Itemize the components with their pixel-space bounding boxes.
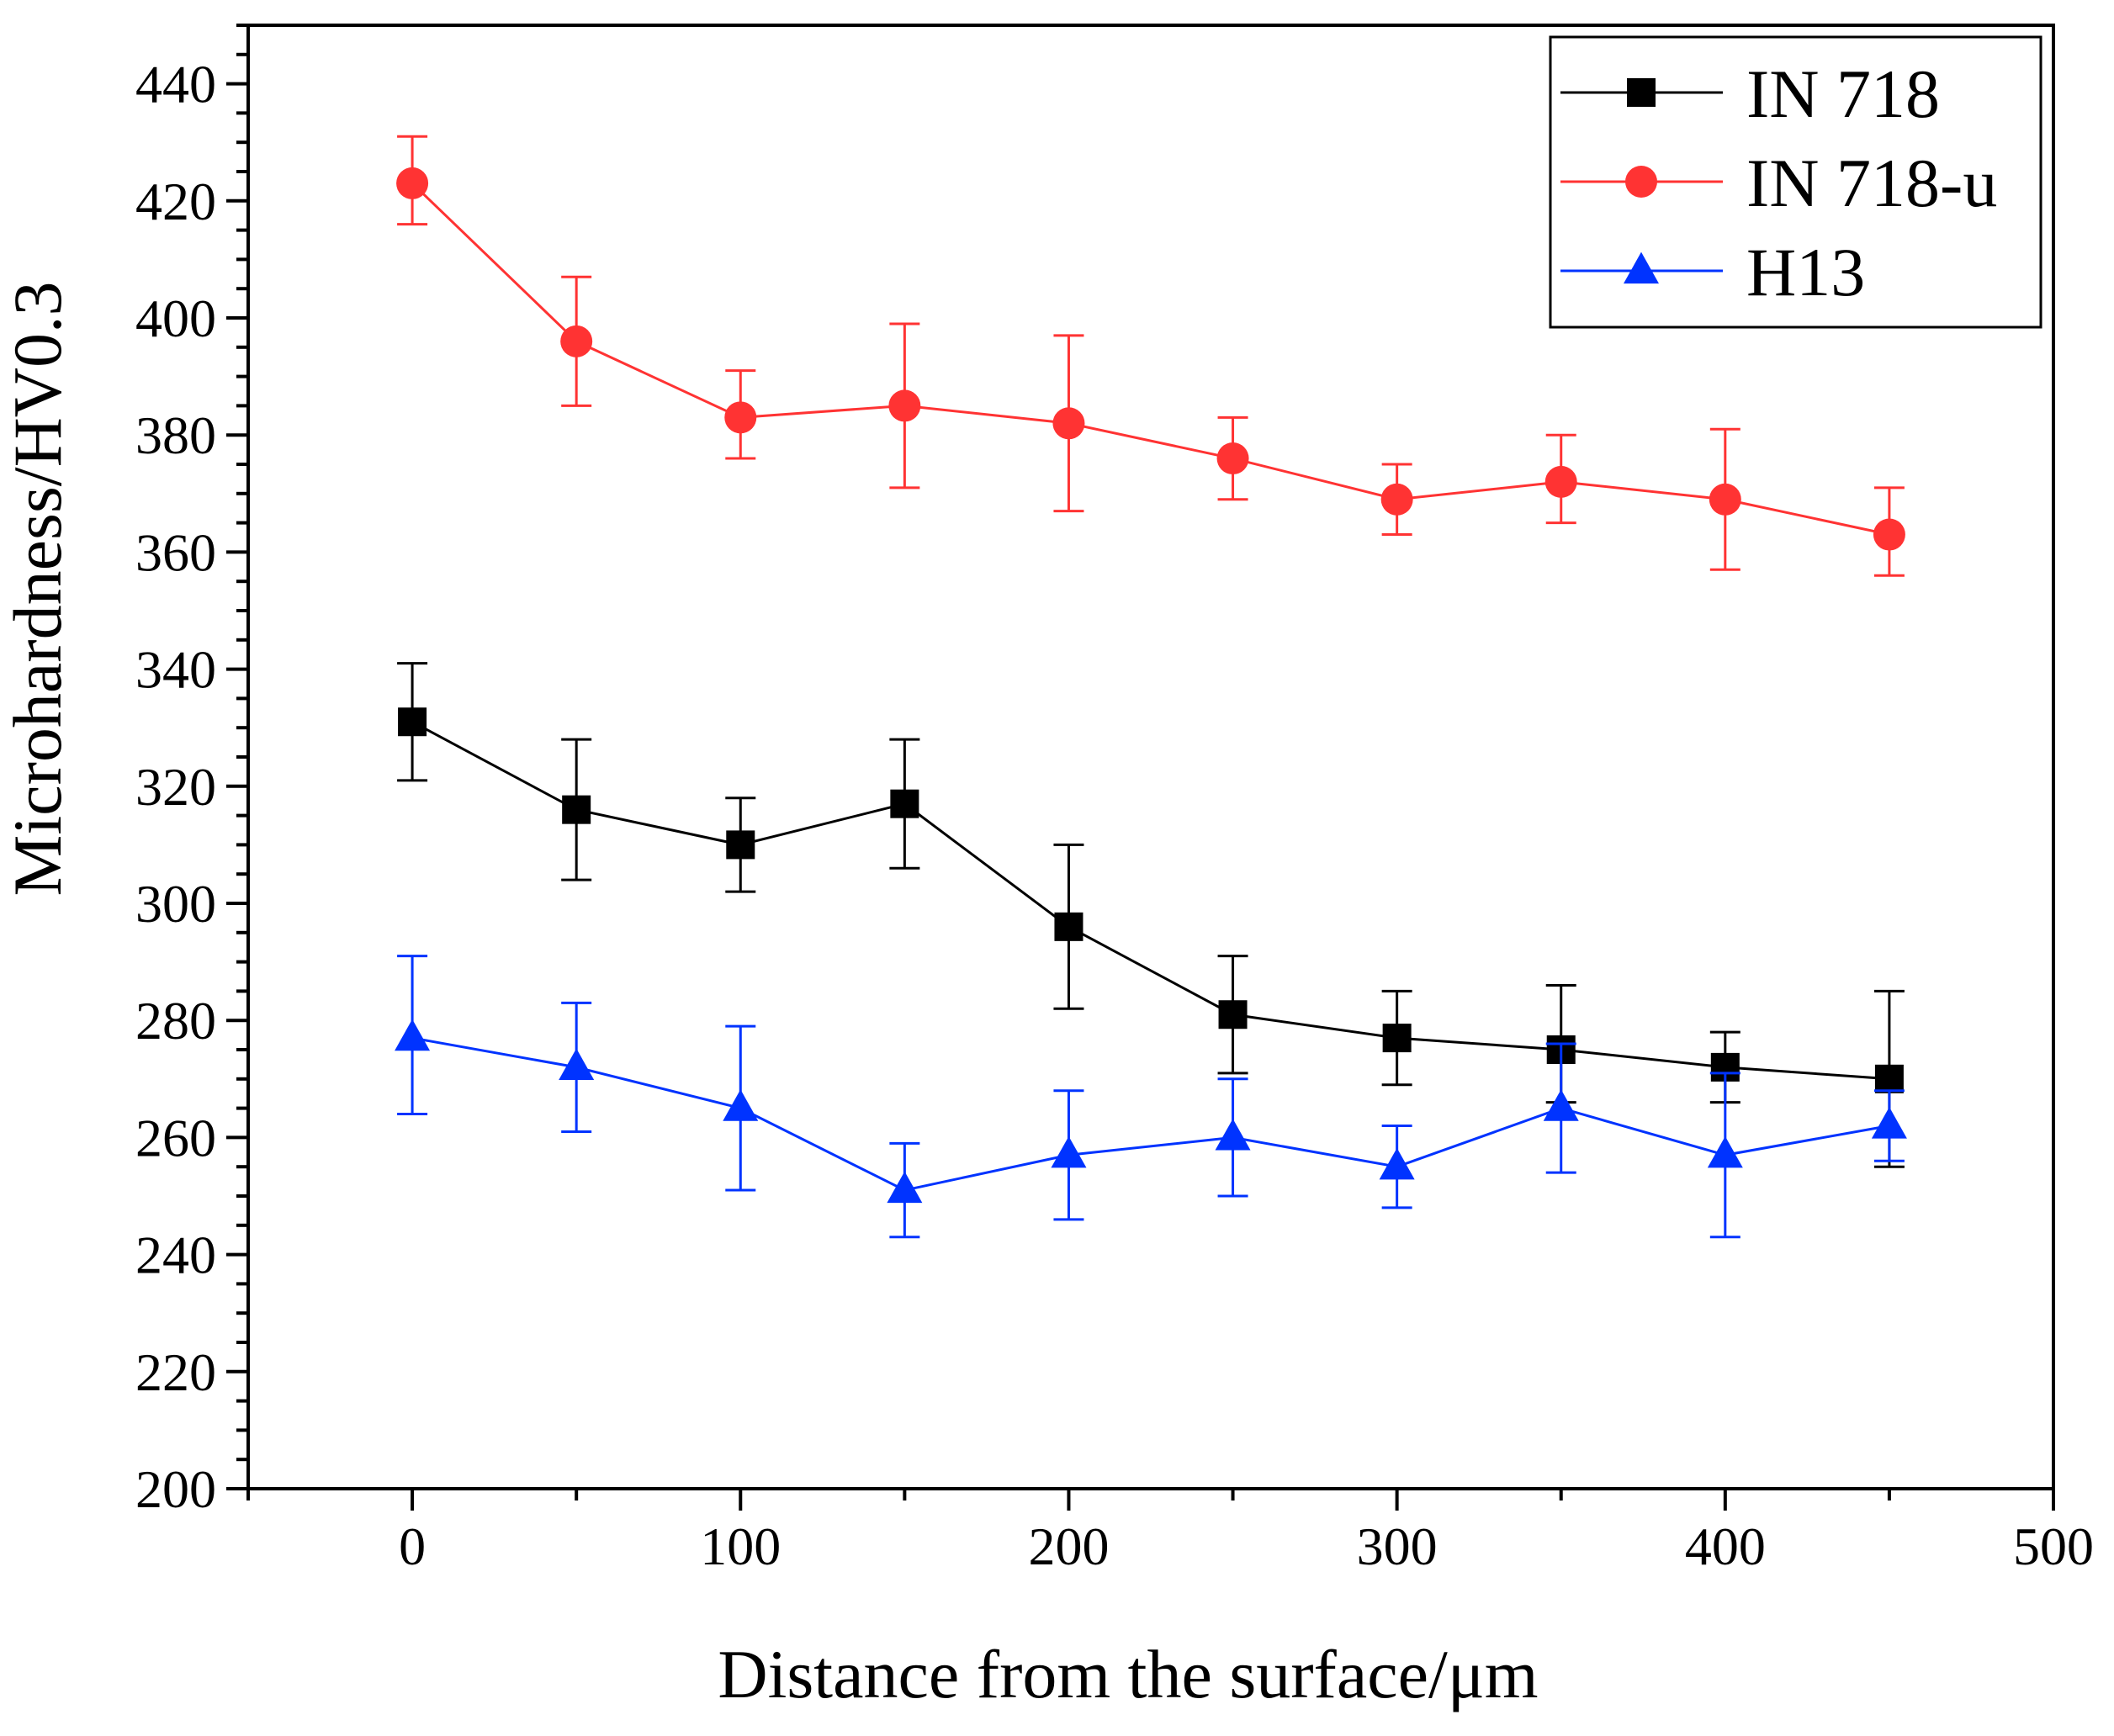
- data-point: [1380, 483, 1413, 516]
- data-point: [724, 401, 757, 434]
- legend-label-in-718: IN 718: [1746, 56, 1940, 132]
- y-tick-label: 220: [135, 1342, 216, 1402]
- legend-marker-h13: [1624, 251, 1659, 284]
- data-point: [560, 325, 593, 357]
- series-in-718: [397, 662, 1905, 1168]
- data-point: [890, 789, 919, 818]
- y-tick-label: 380: [135, 405, 216, 465]
- y-axis-title: Microhardness/HV0.3: [0, 281, 76, 896]
- series-line: [411, 182, 1890, 536]
- data-point: [1216, 442, 1249, 475]
- series-in-718-u: [396, 135, 1905, 577]
- series-line: [411, 1036, 1890, 1192]
- axes-layer: 0 100 200 300 400 500 200 220 240 260 280 300 320 340…: [135, 24, 2094, 1576]
- x-tick-label: 400: [1685, 1516, 1766, 1576]
- data-point: [888, 389, 921, 422]
- y-tick-label: 200: [135, 1459, 216, 1519]
- data-point: [723, 1089, 759, 1121]
- y-tick-label: 260: [135, 1108, 216, 1167]
- legend-marker-in-718: [1627, 78, 1656, 107]
- data-point: [1873, 518, 1905, 551]
- data-point: [398, 707, 427, 737]
- y-tick-label: 340: [135, 640, 216, 700]
- data-layer: [395, 135, 1907, 1239]
- data-point: [1709, 483, 1741, 516]
- y-tick-label: 440: [135, 55, 216, 114]
- x-tick-label: 300: [1357, 1516, 1438, 1576]
- legend-marker-in-718-u: [1625, 166, 1657, 198]
- data-point: [562, 795, 591, 824]
- x-tick-label: 100: [700, 1516, 781, 1576]
- data-point: [1051, 1135, 1087, 1168]
- y-tick-label: 240: [135, 1225, 216, 1285]
- y-tick-label: 360: [135, 522, 216, 582]
- data-point: [1874, 1064, 1904, 1093]
- x-tick-label: 200: [1028, 1516, 1109, 1576]
- legend: IN 718 IN 718-u H13: [1549, 35, 2042, 329]
- data-point: [1543, 1089, 1579, 1121]
- series-h13: [395, 955, 1907, 1239]
- y-tick-label: 280: [135, 991, 216, 1051]
- x-tick-label: 500: [2013, 1516, 2094, 1576]
- data-point: [1052, 407, 1085, 440]
- legend-label-in-718-u: IN 718-u: [1746, 145, 1997, 221]
- x-tick-label: 0: [399, 1516, 426, 1576]
- data-point: [1382, 1024, 1412, 1053]
- data-point: [559, 1048, 595, 1080]
- y-tick-label: 400: [135, 288, 216, 348]
- x-axis-title: Distance from the surface/μm: [718, 1636, 1538, 1712]
- y-tick-label: 300: [135, 874, 216, 934]
- data-point: [887, 1171, 923, 1204]
- data-point: [1707, 1135, 1743, 1168]
- y-tick-label: 420: [135, 172, 216, 231]
- data-point: [1218, 1000, 1248, 1029]
- data-point: [1544, 465, 1577, 498]
- data-point: [396, 167, 429, 199]
- data-point: [726, 830, 755, 860]
- series-line: [411, 720, 1890, 1081]
- y-tick-label: 320: [135, 757, 216, 817]
- data-point: [1215, 1119, 1251, 1151]
- data-point: [1379, 1147, 1415, 1180]
- data-point: [1054, 912, 1083, 941]
- data-point: [1871, 1107, 1907, 1139]
- data-point: [395, 1019, 431, 1051]
- legend-label-h13: H13: [1746, 234, 1865, 310]
